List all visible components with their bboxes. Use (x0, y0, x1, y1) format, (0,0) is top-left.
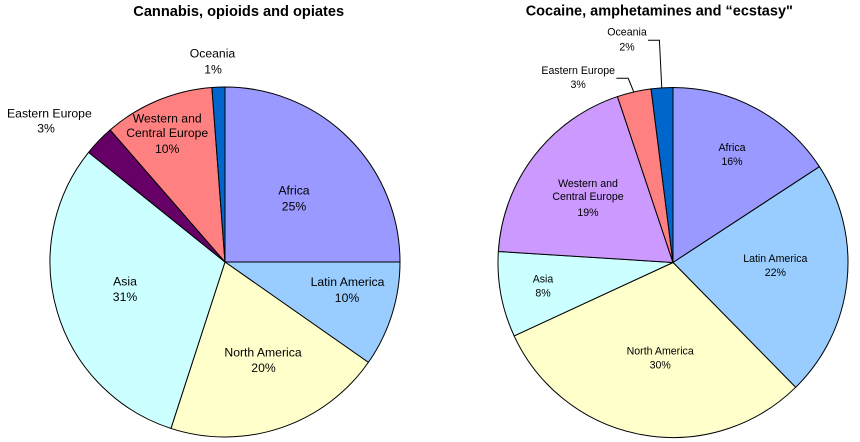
svg-text:Western and: Western and (133, 112, 202, 126)
svg-text:Central Europe: Central Europe (126, 126, 208, 140)
svg-text:Oceania: Oceania (607, 26, 647, 38)
svg-text:Asia: Asia (113, 275, 137, 289)
svg-text:Western and: Western and (558, 178, 618, 190)
svg-text:22%: 22% (765, 267, 787, 279)
svg-text:Latin America: Latin America (743, 253, 807, 265)
svg-text:19%: 19% (577, 207, 599, 219)
svg-text:31%: 31% (113, 290, 138, 304)
svg-text:1%: 1% (204, 63, 222, 77)
svg-text:North America: North America (224, 346, 301, 360)
svg-text:Eastern Europe: Eastern Europe (7, 107, 92, 121)
svg-text:30%: 30% (650, 360, 672, 372)
svg-text:Oceania: Oceania (190, 47, 236, 61)
svg-text:Cocaine, amphetamines and “ecs: Cocaine, amphetamines and “ecstasy" (526, 3, 793, 19)
svg-text:3%: 3% (37, 122, 55, 136)
svg-text:Asia: Asia (533, 273, 554, 285)
svg-text:Cannabis, opioids and opiates: Cannabis, opioids and opiates (133, 4, 344, 20)
svg-text:Africa: Africa (278, 184, 309, 198)
svg-text:North America: North America (627, 345, 694, 357)
svg-text:2%: 2% (619, 41, 635, 53)
svg-text:Central Europe: Central Europe (552, 191, 623, 203)
svg-text:10%: 10% (155, 142, 180, 156)
svg-text:25%: 25% (282, 200, 307, 214)
svg-text:16%: 16% (721, 156, 743, 168)
svg-text:20%: 20% (251, 361, 276, 375)
svg-text:Africa: Africa (718, 142, 745, 154)
svg-text:8%: 8% (535, 288, 551, 300)
svg-text:3%: 3% (571, 79, 587, 91)
svg-text:Eastern Europe: Eastern Europe (541, 65, 615, 77)
svg-text:10%: 10% (335, 291, 360, 305)
svg-text:Latin America: Latin America (311, 275, 385, 289)
